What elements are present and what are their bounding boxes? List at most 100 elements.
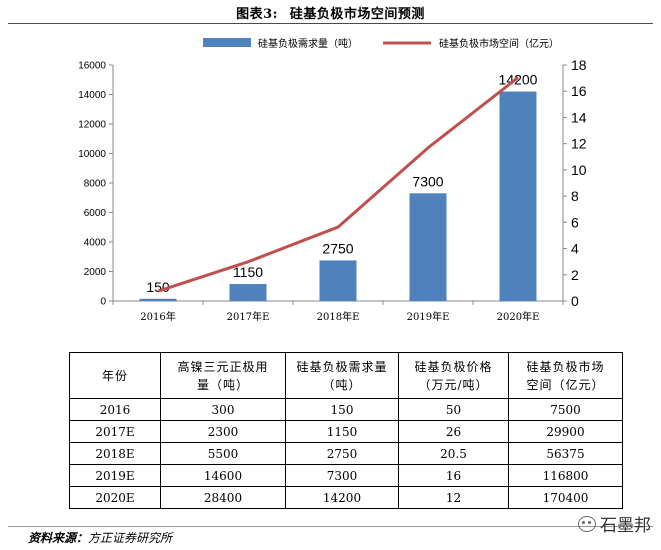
table-cell: 2750 [285, 442, 399, 465]
table-header-cell: 年份 [69, 352, 161, 399]
right-axis-tick-label: 10 [571, 162, 587, 178]
table-header-cell: 硅基负极需求量 （吨） [285, 352, 399, 399]
x-axis-tick-label: 2020年E [497, 310, 540, 323]
bar [499, 91, 537, 301]
figure-title: 图表3: 硅基负极市场空间预测 [0, 3, 661, 22]
table-cell: 14200 [285, 486, 399, 509]
right-axis-tick-label: 14 [571, 109, 587, 125]
watermark-text: 石墨邦 [600, 516, 651, 536]
right-axis-tick-label: 8 [571, 188, 579, 204]
table-cell: 29900 [508, 420, 623, 443]
title-rule [8, 23, 653, 24]
left-axis-tick-label: 14000 [78, 90, 106, 101]
table-header-line: 空间（亿元） [526, 377, 605, 392]
bar-data-label: 2750 [322, 240, 353, 256]
table-row: 2017E 2300 1150 26 29900 [69, 420, 623, 443]
table-cell: 56375 [508, 442, 623, 465]
left-axis-tick-label: 4000 [84, 238, 107, 249]
x-axis-tick-label: 2019年E [407, 310, 450, 323]
right-axis-tick-label: 0 [571, 293, 579, 309]
bar-data-label: 7300 [412, 173, 443, 189]
table-cell: 116800 [508, 464, 623, 487]
table-cell: 1150 [285, 420, 399, 443]
source-text: 方正证券研究所 [88, 531, 173, 545]
table-row: 2016 300 150 50 7500 [69, 398, 623, 421]
table-cell: 16 [398, 464, 509, 487]
bar-data-label: 150 [146, 279, 170, 295]
table-header-cell: 硅基负极价格 （万元/吨） [398, 352, 509, 399]
bar-data-label: 14200 [499, 72, 538, 88]
table-cell: 2300 [160, 420, 286, 443]
table-header-line: （吨） [322, 377, 362, 392]
line-point [517, 77, 519, 79]
table-cell: 5500 [160, 442, 286, 465]
table-cell: 170400 [508, 486, 623, 509]
table-header-cell: 硅基负极市场 空间（亿元） [508, 352, 623, 399]
line-point [427, 147, 429, 149]
left-axis-tick-label: 6000 [84, 208, 107, 219]
left-axis-tick-label: 2000 [84, 267, 107, 278]
x-axis-tick-label: 2016年 [140, 310, 175, 323]
legend-swatch-bar [203, 38, 251, 47]
bar-data-label: 1150 [233, 264, 263, 280]
bar [229, 284, 267, 301]
table-row: 2020E 28400 14200 12 170400 [69, 486, 623, 509]
table-header-line: 硅基负极市场 [526, 359, 605, 374]
table-cell: 7500 [508, 398, 623, 421]
table-header-row: 年份 高镍三元正极用 量（吨） 硅基负极需求量 （吨） 硅基负极价格 （万元/吨） 硅基负极市… [69, 352, 623, 399]
table-header-line: 硅基负极价格 [414, 359, 493, 374]
bar [139, 298, 177, 301]
source-rule [8, 526, 653, 527]
right-axis-tick-label: 18 [571, 57, 587, 73]
table-header-cell: 高镍三元正极用 量（吨） [160, 352, 286, 399]
table-cell: 20.5 [398, 442, 509, 465]
legend-label-line: 硅基负极市场空间（亿元） [439, 37, 559, 50]
x-axis-tick-label: 2018年E [317, 310, 360, 323]
right-axis-tick-label: 4 [571, 241, 579, 257]
left-axis-tick-label: 8000 [84, 179, 107, 190]
table-header-line: 量（吨） [196, 377, 249, 392]
table-header-line: （万元/吨） [418, 377, 489, 392]
source-label: 资料来源： [28, 531, 89, 545]
table-cell: 12 [398, 486, 509, 509]
data-table: 年份 高镍三元正极用 量（吨） 硅基负极需求量 （吨） 硅基负极价格 （万元/吨） 硅基负极市… [69, 352, 623, 509]
table-body: 2016 300 150 50 7500 2017E 2300 1150 26 29900 2018… [69, 398, 623, 509]
figure-number: 图表3: [236, 7, 278, 22]
left-axis-tick-label: 10000 [78, 149, 106, 160]
legend-label-bar: 硅基负极需求量（吨） [258, 37, 358, 50]
table-cell: 2016 [69, 398, 161, 421]
table-cell: 300 [160, 398, 286, 421]
right-axis-tick-label: 12 [571, 136, 587, 152]
left-axis-tick-label: 16000 [78, 61, 106, 72]
table-cell: 2017E [69, 420, 161, 443]
table-cell: 50 [398, 398, 509, 421]
table-row: 2019E 14600 7300 16 116800 [69, 464, 623, 487]
source-note: 资料来源：方正证券研究所 [28, 529, 172, 546]
watermark: 石墨邦 [578, 511, 651, 536]
right-axis-tick-label: 2 [571, 267, 579, 283]
table-cell: 2020E [69, 486, 161, 509]
right-axis-tick-label: 16 [571, 83, 587, 99]
table-cell: 150 [285, 398, 399, 421]
right-axis-tick-label: 6 [571, 214, 579, 230]
table-cell: 14600 [160, 464, 286, 487]
line-point [247, 261, 249, 263]
line-point [337, 226, 339, 228]
left-axis-tick-label: 0 [100, 297, 106, 308]
left-axis-tick-label: 12000 [78, 120, 106, 131]
table-cell: 2019E [69, 464, 161, 487]
line-series [157, 76, 519, 293]
table-header-line: 硅基负极需求量 [296, 359, 388, 374]
table-header-line: 高镍三元正极用 [177, 359, 269, 374]
table-cell: 26 [398, 420, 509, 443]
line-point [157, 290, 159, 292]
figure-title-text: 硅基负极市场空间预测 [289, 7, 425, 22]
table-cell: 7300 [285, 464, 399, 487]
combo-chart: 0 2000 4000 6000 8000 10000 12000 14000 16000 0 2 4… [78, 37, 587, 323]
x-axis-tick-label: 2017年E [227, 310, 270, 323]
table-cell: 2018E [69, 442, 161, 465]
table-cell: 28400 [160, 486, 286, 509]
wechat-icon [578, 515, 596, 532]
bar [409, 193, 447, 301]
table-row: 2018E 5500 2750 20.5 56375 [69, 442, 623, 465]
